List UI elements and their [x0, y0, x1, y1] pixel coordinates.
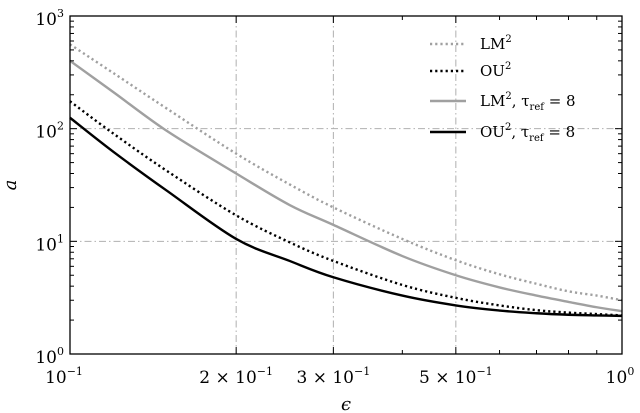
legend-label-3: LM2, τref = 8: [480, 91, 576, 113]
y-tick-label: 102: [35, 120, 64, 143]
series-layer: [69, 43, 623, 318]
x-axis-label: ϵ: [341, 394, 351, 413]
x-tick-label: 2 × 10−1: [199, 365, 273, 388]
x-tick-label: 3 × 10−1: [297, 365, 371, 388]
legend: LM2 OU2 LM2, τref = 8 OU2, τref = 8: [430, 34, 576, 144]
y-tick-label: 101: [35, 232, 64, 255]
series-line-3: [69, 59, 623, 313]
x-tick-label: 100: [606, 365, 635, 388]
series-line-4: [69, 116, 623, 318]
x-tick-label: 5 × 10−1: [419, 365, 493, 388]
series-line-1: [69, 43, 623, 302]
tick-labels: 10−1 2 × 10−1 3 × 10−1 5 × 10−1 100 100 101 102…: [35, 7, 634, 388]
legend-label-4: OU2, τref = 8: [480, 122, 575, 144]
tick-marks: [69, 15, 623, 355]
y-axis-label: a: [0, 180, 21, 191]
legend-label-1: LM2: [480, 34, 512, 53]
plot-frame: [69, 15, 623, 355]
x-tick-label: 10−1: [45, 365, 83, 388]
y-tick-label: 100: [35, 345, 64, 368]
y-tick-label: 103: [35, 7, 64, 30]
legend-label-2: OU2: [480, 61, 511, 80]
series-line-2: [69, 100, 623, 317]
grid-lines: [70, 16, 622, 354]
